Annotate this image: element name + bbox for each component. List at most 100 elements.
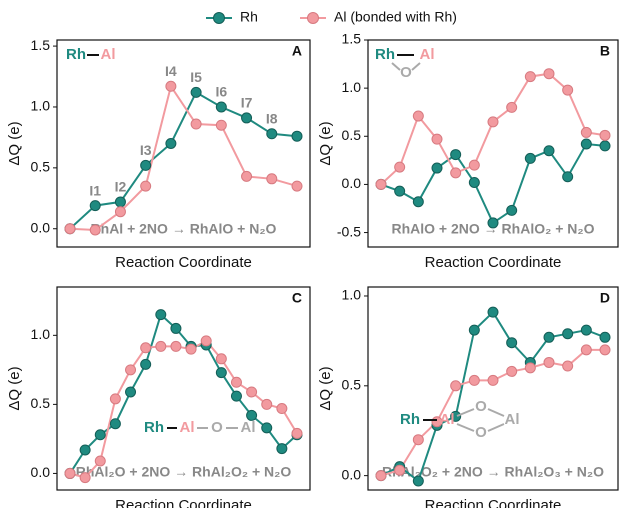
point [291,180,303,192]
y-tick-label: 0.0 [31,219,51,235]
point [487,374,499,386]
point [94,429,106,441]
inset-atom: Al [505,411,520,428]
panel-label: C [292,290,302,306]
y-tick-label: 1.0 [342,79,362,95]
inset-atom: Rh [400,411,420,428]
y-tick-label: 1.0 [342,287,362,303]
y-tick-label: 1.0 [31,98,51,114]
point [165,80,177,92]
point [79,472,91,484]
panel-label: A [292,43,302,59]
point [200,335,212,347]
series-line [380,142,606,225]
inset-atom: Rh [375,46,395,63]
point-annotation: I4 [165,63,177,79]
y-axis-label: ΔQ (e) [317,121,334,165]
legend-label: Al (bonded with Rh) [334,9,457,25]
plot-frame [367,39,619,248]
point [580,126,592,138]
point [246,409,258,421]
x-axis-label: Reaction Coordinate [425,497,562,508]
y-tick-label: 0.5 [31,395,51,411]
y-axis-label: ΔQ (e) [317,366,334,410]
point [125,364,137,376]
inset-bond [487,423,505,432]
point [266,128,278,140]
point [580,344,592,356]
inset-atom: Al [420,46,435,63]
point [450,380,462,392]
inset-bond [456,408,475,417]
x-axis-label: Reaction Coordinate [425,254,562,271]
point [543,356,555,368]
point [394,161,406,173]
point [450,149,462,161]
point [543,331,555,343]
inset-atom: O [475,424,487,441]
x-axis-label: Reaction Coordinate [115,254,252,271]
point [506,365,518,377]
panel-label: D [600,290,610,306]
point [140,180,152,192]
y-tick-label: 1.0 [31,326,51,342]
point-annotation: I1 [89,182,101,198]
point [599,344,611,356]
point [155,309,167,321]
point [450,167,462,179]
point [394,185,406,197]
point [170,340,182,352]
point [170,322,182,334]
plot-frame [367,286,619,491]
point [487,306,499,318]
point [412,110,424,122]
equation: RhAlO + 2NO → RhAlO₂ + N₂O [391,221,594,237]
inset-atom: Al [180,419,195,436]
point [412,196,424,208]
point [580,324,592,336]
point [562,360,574,372]
inset-bond [391,62,401,71]
point [185,343,197,355]
point [114,196,126,208]
legend-label: Rh [240,9,258,25]
point [468,324,480,336]
point [94,455,106,467]
y-tick-label: 0.0 [342,466,362,482]
point [109,393,121,405]
point [375,470,387,482]
point [394,464,406,476]
point [190,118,202,130]
point [109,418,121,430]
inset-atom: Al [440,411,455,428]
point [125,386,137,398]
point [190,86,202,98]
plot-frame [56,286,311,491]
point [79,444,91,456]
point [291,130,303,142]
point [266,173,278,185]
point-annotation: I6 [215,84,227,100]
series-line [69,90,298,230]
point-annotation: I8 [266,110,278,126]
inset-atom: Al [101,46,116,63]
point [580,138,592,150]
inset-bond [456,423,475,432]
point [450,410,462,422]
point [524,362,536,374]
point [599,129,611,141]
point [468,176,480,188]
point [215,101,227,113]
y-tick-label: 0.5 [31,159,51,175]
point [261,398,273,410]
point [165,138,177,149]
y-axis-label: ΔQ (e) [6,121,23,165]
inset-atom: O [211,419,223,436]
y-tick-label: 1.5 [342,31,362,47]
y-tick-label: 0.5 [342,377,362,393]
inset-atom: O [475,398,487,415]
point [562,328,574,340]
point-annotation: I5 [190,69,202,85]
point [506,101,518,113]
point [64,467,76,479]
